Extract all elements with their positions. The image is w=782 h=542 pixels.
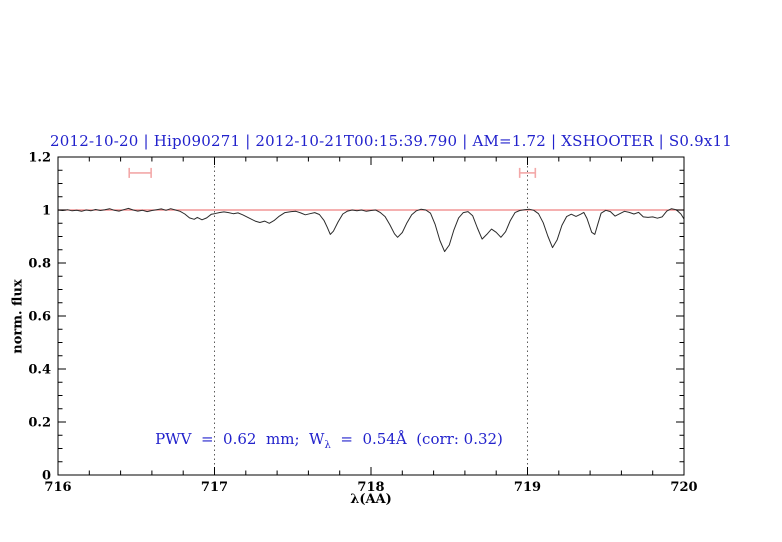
y-tick-label: 0 (42, 469, 51, 484)
x-tick-label: 720 (670, 480, 697, 495)
x-tick-label: 719 (514, 480, 541, 495)
y-tick-label: 0.4 (28, 363, 51, 378)
y-axis-label: norm. flux (10, 279, 26, 354)
y-tick-label: 1.2 (28, 151, 51, 166)
y-tick-label: 1 (42, 204, 51, 219)
x-tick-label: 716 (44, 480, 71, 495)
x-axis-label: λ(AA) (350, 492, 392, 507)
spectrum-line (57, 207, 685, 253)
x-tick-label: 717 (201, 480, 228, 495)
plot-title: 2012-10-20 | Hip090271 | 2012-10-21T00:1… (50, 132, 732, 150)
y-tick-label: 0.6 (28, 310, 51, 325)
y-tick-label: 0.2 (28, 416, 51, 431)
pwv-annotation: PWV = 0.62 mm; Wλ = 0.54Å (corr: 0.32) (136, 412, 503, 469)
pwv-annotation-post: = 0.54Å (corr: 0.32) (330, 430, 503, 448)
pwv-annotation-sub: λ (324, 440, 331, 451)
pwv-annotation-pre: PWV = 0.62 mm; W (155, 430, 325, 448)
y-tick-label: 0.8 (28, 257, 51, 272)
x-tick-label: 718 (357, 480, 384, 495)
